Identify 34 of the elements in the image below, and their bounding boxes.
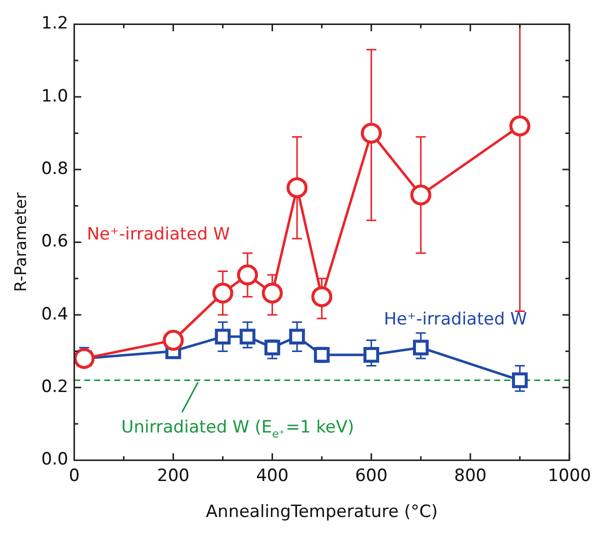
y-tick-label: 0.6 [41, 232, 68, 252]
x-tick-label: 0 [68, 466, 80, 486]
point [289, 328, 305, 345]
point [212, 282, 234, 304]
point [262, 282, 283, 304]
point [214, 328, 231, 345]
point [264, 340, 280, 356]
point [286, 177, 308, 198]
point [74, 348, 95, 369]
x-axis-title: AnnealingTemperature (°C) [206, 502, 438, 522]
point [410, 184, 432, 206]
y-tick-label: 0.2 [41, 376, 68, 397]
point [360, 122, 382, 144]
x-tick-label: 800 [454, 466, 487, 486]
point [509, 115, 530, 136]
y-axis-title: R-Parameter [10, 192, 30, 292]
x-tick-label: 1000 [548, 466, 591, 486]
y-tick-label: 0.8 [41, 158, 68, 179]
x-tick-label: 400 [256, 466, 289, 486]
y-tick-label: 1.0 [41, 86, 68, 106]
y-tick-label: 1.2 [41, 14, 68, 34]
point [363, 346, 380, 363]
point [412, 340, 429, 356]
point [512, 372, 528, 388]
point [240, 328, 256, 345]
point [237, 264, 258, 286]
y-tick-label: 0.0 [41, 450, 68, 470]
x-tick-label: 200 [157, 466, 190, 486]
point [162, 330, 184, 351]
series-label: He⁺-irradiated W [384, 310, 528, 330]
point [311, 286, 332, 308]
x-tick-label: 600 [355, 466, 388, 486]
series-label: Ne⁺-irradiated W [86, 224, 230, 244]
y-tick-label: 0.4 [41, 304, 68, 324]
